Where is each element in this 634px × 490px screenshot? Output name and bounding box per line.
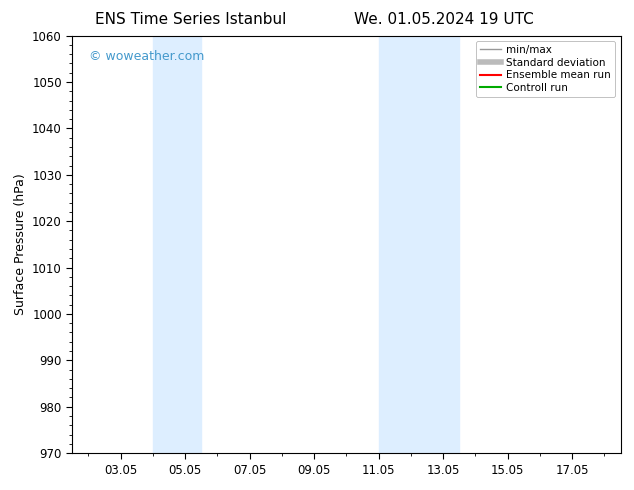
Bar (378, 36, 459, 453)
Legend: min/max, Standard deviation, Ensemble mean run, Controll run: min/max, Standard deviation, Ensemble me… (476, 41, 615, 97)
Text: We. 01.05.2024 19 UTC: We. 01.05.2024 19 UTC (354, 12, 534, 27)
Text: © woweather.com: © woweather.com (89, 50, 204, 63)
Text: ENS Time Series Istanbul: ENS Time Series Istanbul (94, 12, 286, 27)
Bar (153, 36, 201, 453)
Y-axis label: Surface Pressure (hPa): Surface Pressure (hPa) (13, 173, 27, 315)
